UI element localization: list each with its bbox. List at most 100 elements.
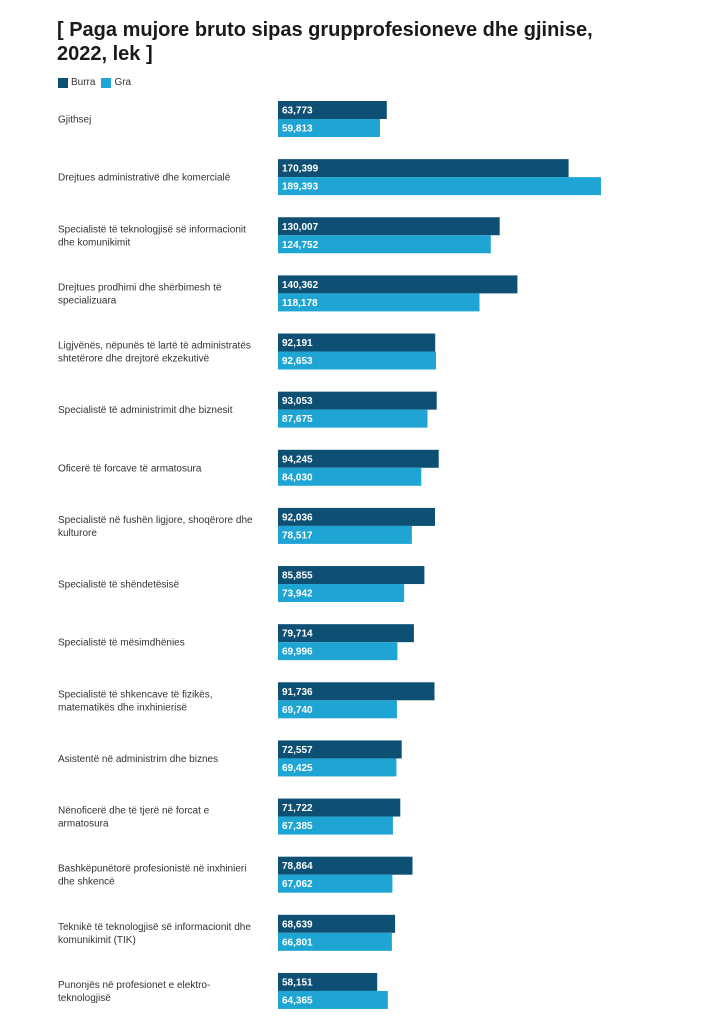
category-label: Specialistë të administrimit dhe biznesi… bbox=[58, 405, 233, 416]
category-label: Teknikë të teknologjisë së informacionit… bbox=[58, 922, 251, 946]
bar-group-drejtues-administrative-dhe-komerciale: 170,399 189,393 Drejtues administrativë dh… bbox=[58, 159, 601, 196]
bar-burra bbox=[278, 333, 436, 352]
bar-burra bbox=[278, 159, 569, 178]
bar-burra bbox=[278, 798, 401, 817]
bar-gra bbox=[278, 525, 412, 544]
bar-gra bbox=[278, 642, 398, 661]
legend-label-burra: Burra bbox=[71, 77, 96, 88]
bar-burra bbox=[278, 624, 414, 643]
data-label-burra: 93,053 bbox=[282, 396, 313, 407]
legend-swatch-gra bbox=[101, 77, 112, 88]
category-label-line: Gjithsej bbox=[58, 115, 91, 126]
data-label-burra: 130,007 bbox=[282, 222, 319, 233]
category-label-line: matematikës dhe inxhinierisë bbox=[58, 702, 187, 713]
category-label-line: Teknikë të teknologjisë së informacionit… bbox=[58, 922, 251, 933]
bar-burra bbox=[278, 507, 435, 526]
category-label-line: komunikimit (TIK) bbox=[58, 935, 136, 946]
data-label-gra: 84,030 bbox=[282, 472, 313, 483]
bar-gra bbox=[278, 758, 397, 777]
bar-group-asistente-ne-administrim-dhe-biznes: 72,557 69,425 Asistentë në administrim dhe… bbox=[58, 740, 402, 777]
category-label: Ligjvënës, nëpunës të lartë të administr… bbox=[58, 341, 251, 365]
data-label-burra: 92,036 bbox=[282, 512, 313, 523]
category-label: Bashkëpunëtorë profesionistë në inxhinie… bbox=[58, 864, 246, 888]
bar-gra bbox=[278, 293, 480, 312]
category-label-line: Ligjvënës, nëpunës të lartë të administr… bbox=[58, 341, 251, 352]
category-label: Drejtues administrativë dhe komercialë bbox=[58, 173, 231, 184]
bar-burra bbox=[278, 566, 425, 585]
data-label-gra: 189,393 bbox=[282, 182, 319, 193]
data-label-gra: 66,801 bbox=[282, 937, 313, 948]
data-label-gra: 124,752 bbox=[282, 240, 319, 251]
data-label-burra: 71,722 bbox=[282, 803, 313, 814]
data-label-burra: 92,191 bbox=[282, 338, 313, 349]
category-label: Specialistë në fushën ligjore, shoqërore… bbox=[58, 515, 253, 539]
bar-gra bbox=[278, 874, 393, 893]
category-label-line: Nënoficerë dhe të tjerë në forcat e bbox=[58, 806, 210, 817]
data-label-gra: 69,740 bbox=[282, 705, 313, 716]
category-label-line: Drejtues administrativë dhe komercialë bbox=[58, 173, 231, 184]
category-label-line: shtetërore dhe drejtorë ekzekutivë bbox=[58, 354, 210, 365]
data-label-burra: 94,245 bbox=[282, 454, 313, 465]
chart-legend: Burra Gra bbox=[58, 77, 137, 88]
category-label-line: teknologjisë bbox=[58, 993, 111, 1004]
data-label-burra: 58,151 bbox=[282, 977, 313, 988]
data-label-burra: 140,362 bbox=[282, 280, 319, 291]
legend-label-gra: Gra bbox=[114, 77, 132, 88]
category-label-line: Specialistë në fushën ligjore, shoqërore… bbox=[58, 515, 253, 526]
bar-group-punonjes-ne-profesionet-e-elektro-teknologjise: 58,151 64,365 Punonjës në profesionet e el… bbox=[58, 972, 388, 1009]
category-label: Nënoficerë dhe të tjerë në forcat e armat… bbox=[58, 806, 210, 830]
chart-title: [ Paga mujore bruto sipas grupprofesione… bbox=[57, 18, 657, 66]
category-label: Specialistë të shkencave të fizikës, mate… bbox=[58, 689, 213, 713]
bar-group-specialiste-te-teknologjise-se-informacionit-dhe-komunikimit: 130,007 124,752 Specialistë të teknologjis… bbox=[58, 217, 500, 254]
bar-group-specialiste-ne-fushen-ligjore-shoqerore-dhe-kulturore: 92,036 78,517 Specialistë në fushën ligjor… bbox=[58, 507, 435, 544]
bar-gra bbox=[278, 467, 422, 486]
category-label-line: Bashkëpunëtorë profesionistë në inxhinie… bbox=[58, 864, 246, 875]
category-label: Oficerë të forcave të armatosura bbox=[58, 463, 202, 474]
category-label: Specialistë të teknologjisë së informaci… bbox=[58, 224, 246, 248]
category-label-line: dhe komunikimit bbox=[58, 237, 130, 248]
data-label-burra: 63,773 bbox=[282, 106, 313, 117]
bar-burra bbox=[278, 682, 435, 701]
data-label-gra: 67,062 bbox=[282, 879, 313, 890]
bar-gra bbox=[278, 990, 388, 1009]
category-label-line: specializuara bbox=[58, 295, 117, 306]
bar-burra bbox=[278, 972, 378, 991]
category-label-line: Specialistë të administrimit dhe biznesi… bbox=[58, 405, 233, 416]
bar-gra bbox=[278, 932, 392, 951]
data-label-burra: 79,714 bbox=[282, 629, 313, 640]
bar-group-ligjvenes-nepunes-te-larte-te-administrates-shteterore-dhe-drejtore-ekzekutive: 92,191 92,653 Ligjvënës, nëpunës të lartë … bbox=[58, 333, 436, 370]
bar-group-specialiste-te-shkencave-te-fizikes-matematikes-dhe-inxhinierise: 91,736 69,740 Specialistë të shkencave të … bbox=[58, 682, 435, 719]
bar-group-drejtues-prodhimi-dhe-sherbimesh-te-specializuara: 140,362 118,178 Drejtues prodhimi dhe shër… bbox=[58, 275, 518, 312]
category-label-line: Oficerë të forcave të armatosura bbox=[58, 463, 202, 474]
bar-group-nenoficere-dhe-te-tjere-ne-forcat-e-armatosura: 71,722 67,385 Nënoficerë dhe të tjerë në f… bbox=[58, 798, 401, 835]
data-label-gra: 64,365 bbox=[282, 995, 313, 1006]
category-label: Asistentë në administrim dhe biznes bbox=[58, 754, 218, 765]
category-label-line: dhe shkencë bbox=[58, 877, 115, 888]
data-label-gra: 87,675 bbox=[282, 414, 313, 425]
category-label-line: Drejtues prodhimi dhe shërbimesh të bbox=[58, 282, 222, 293]
data-label-burra: 72,557 bbox=[282, 745, 313, 756]
bar-burra bbox=[278, 856, 413, 875]
bar-burra bbox=[278, 740, 402, 759]
category-label: Specialistë të mësimdhënies bbox=[58, 638, 185, 649]
data-label-burra: 68,639 bbox=[282, 919, 313, 930]
bar-group-teknike-te-teknologjise-se-informacionit-dhe-komunikimit-tik: 68,639 66,801 Teknikë të teknologjisë së i… bbox=[58, 914, 396, 951]
category-label-line: Specialistë të teknologjisë së informaci… bbox=[58, 224, 246, 235]
bar-gra bbox=[278, 816, 393, 835]
data-label-gra: 69,996 bbox=[282, 647, 313, 658]
bar-burra bbox=[278, 391, 437, 410]
bar-group-gjithsej: 63,773 59,813 Gjithsej bbox=[58, 101, 387, 137]
category-label: Drejtues prodhimi dhe shërbimesh të speci… bbox=[58, 282, 222, 306]
bar-gra bbox=[278, 409, 428, 428]
data-label-gra: 67,385 bbox=[282, 821, 313, 832]
data-label-gra: 78,517 bbox=[282, 530, 313, 541]
bar-burra bbox=[278, 275, 518, 294]
bar-gra bbox=[278, 351, 436, 370]
legend-swatch-burra bbox=[58, 77, 68, 88]
data-label-gra: 118,178 bbox=[282, 298, 318, 309]
category-label-line: Specialistë të mësimdhënies bbox=[58, 638, 185, 649]
data-label-gra: 59,813 bbox=[282, 124, 313, 135]
category-label: Gjithsej bbox=[58, 115, 91, 126]
category-label-line: Specialistë të shkencave të fizikës, bbox=[58, 689, 213, 700]
